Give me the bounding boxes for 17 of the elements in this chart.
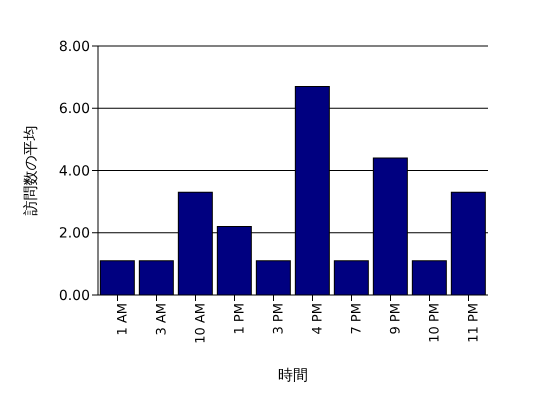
x-tick-label: 9 PM	[388, 303, 404, 334]
x-tick-label: 1 PM	[232, 303, 248, 334]
y-axis-title: 訪問数の平均	[21, 126, 40, 216]
x-tick-label: 1 AM	[116, 303, 131, 336]
y-tick-label: 8.00	[58, 38, 90, 55]
x-tick-label: 3 AM	[154, 303, 170, 336]
y-tick-label: 0.00	[58, 288, 90, 304]
y-tick-label: 2.00	[58, 226, 90, 242]
y-tick-label: 6.00	[58, 101, 90, 118]
x-tick-label: 10 AM	[194, 303, 209, 344]
x-tick-label: 4 PM	[310, 303, 326, 334]
y-tick-label: 4.00	[58, 163, 90, 180]
x-tick-label: 10 PM	[428, 303, 443, 343]
x-tick-label: 11 PM	[466, 303, 482, 343]
x-tick-label: 7 PM	[350, 303, 365, 334]
x-tick-label: 3 PM	[272, 303, 287, 334]
x-axis-title: 時間	[278, 366, 308, 384]
